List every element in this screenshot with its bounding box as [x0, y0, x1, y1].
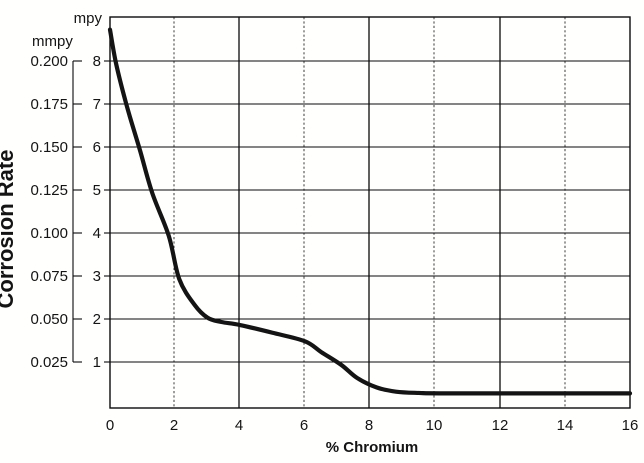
svg-text:8: 8: [365, 417, 373, 434]
svg-text:0.125: 0.125: [30, 182, 68, 199]
svg-text:2: 2: [170, 417, 178, 434]
svg-text:4: 4: [93, 225, 101, 242]
svg-text:0.200: 0.200: [30, 53, 68, 70]
svg-text:14: 14: [557, 417, 574, 434]
svg-text:1: 1: [93, 354, 101, 371]
svg-text:5: 5: [93, 182, 101, 199]
svg-text:2: 2: [93, 311, 101, 328]
svg-text:12: 12: [492, 417, 509, 434]
svg-text:6: 6: [93, 139, 101, 156]
svg-text:0.100: 0.100: [30, 225, 68, 242]
svg-text:0.025: 0.025: [30, 354, 68, 371]
svg-text:0: 0: [106, 417, 114, 434]
svg-text:0.175: 0.175: [30, 96, 68, 113]
svg-text:0.150: 0.150: [30, 139, 68, 156]
svg-text:3: 3: [93, 268, 101, 285]
svg-text:0.075: 0.075: [30, 268, 68, 285]
svg-text:6: 6: [300, 417, 308, 434]
svg-text:mpy: mpy: [74, 10, 103, 27]
svg-text:0.050: 0.050: [30, 311, 68, 328]
svg-text:8: 8: [93, 53, 101, 70]
svg-text:10: 10: [426, 417, 443, 434]
svg-text:% Chromium: % Chromium: [326, 439, 419, 456]
svg-text:16: 16: [622, 417, 639, 434]
svg-text:Corrosion Rate: Corrosion Rate: [0, 150, 18, 309]
svg-text:7: 7: [93, 96, 101, 113]
svg-text:4: 4: [235, 417, 243, 434]
svg-text:mmpy: mmpy: [32, 33, 73, 50]
